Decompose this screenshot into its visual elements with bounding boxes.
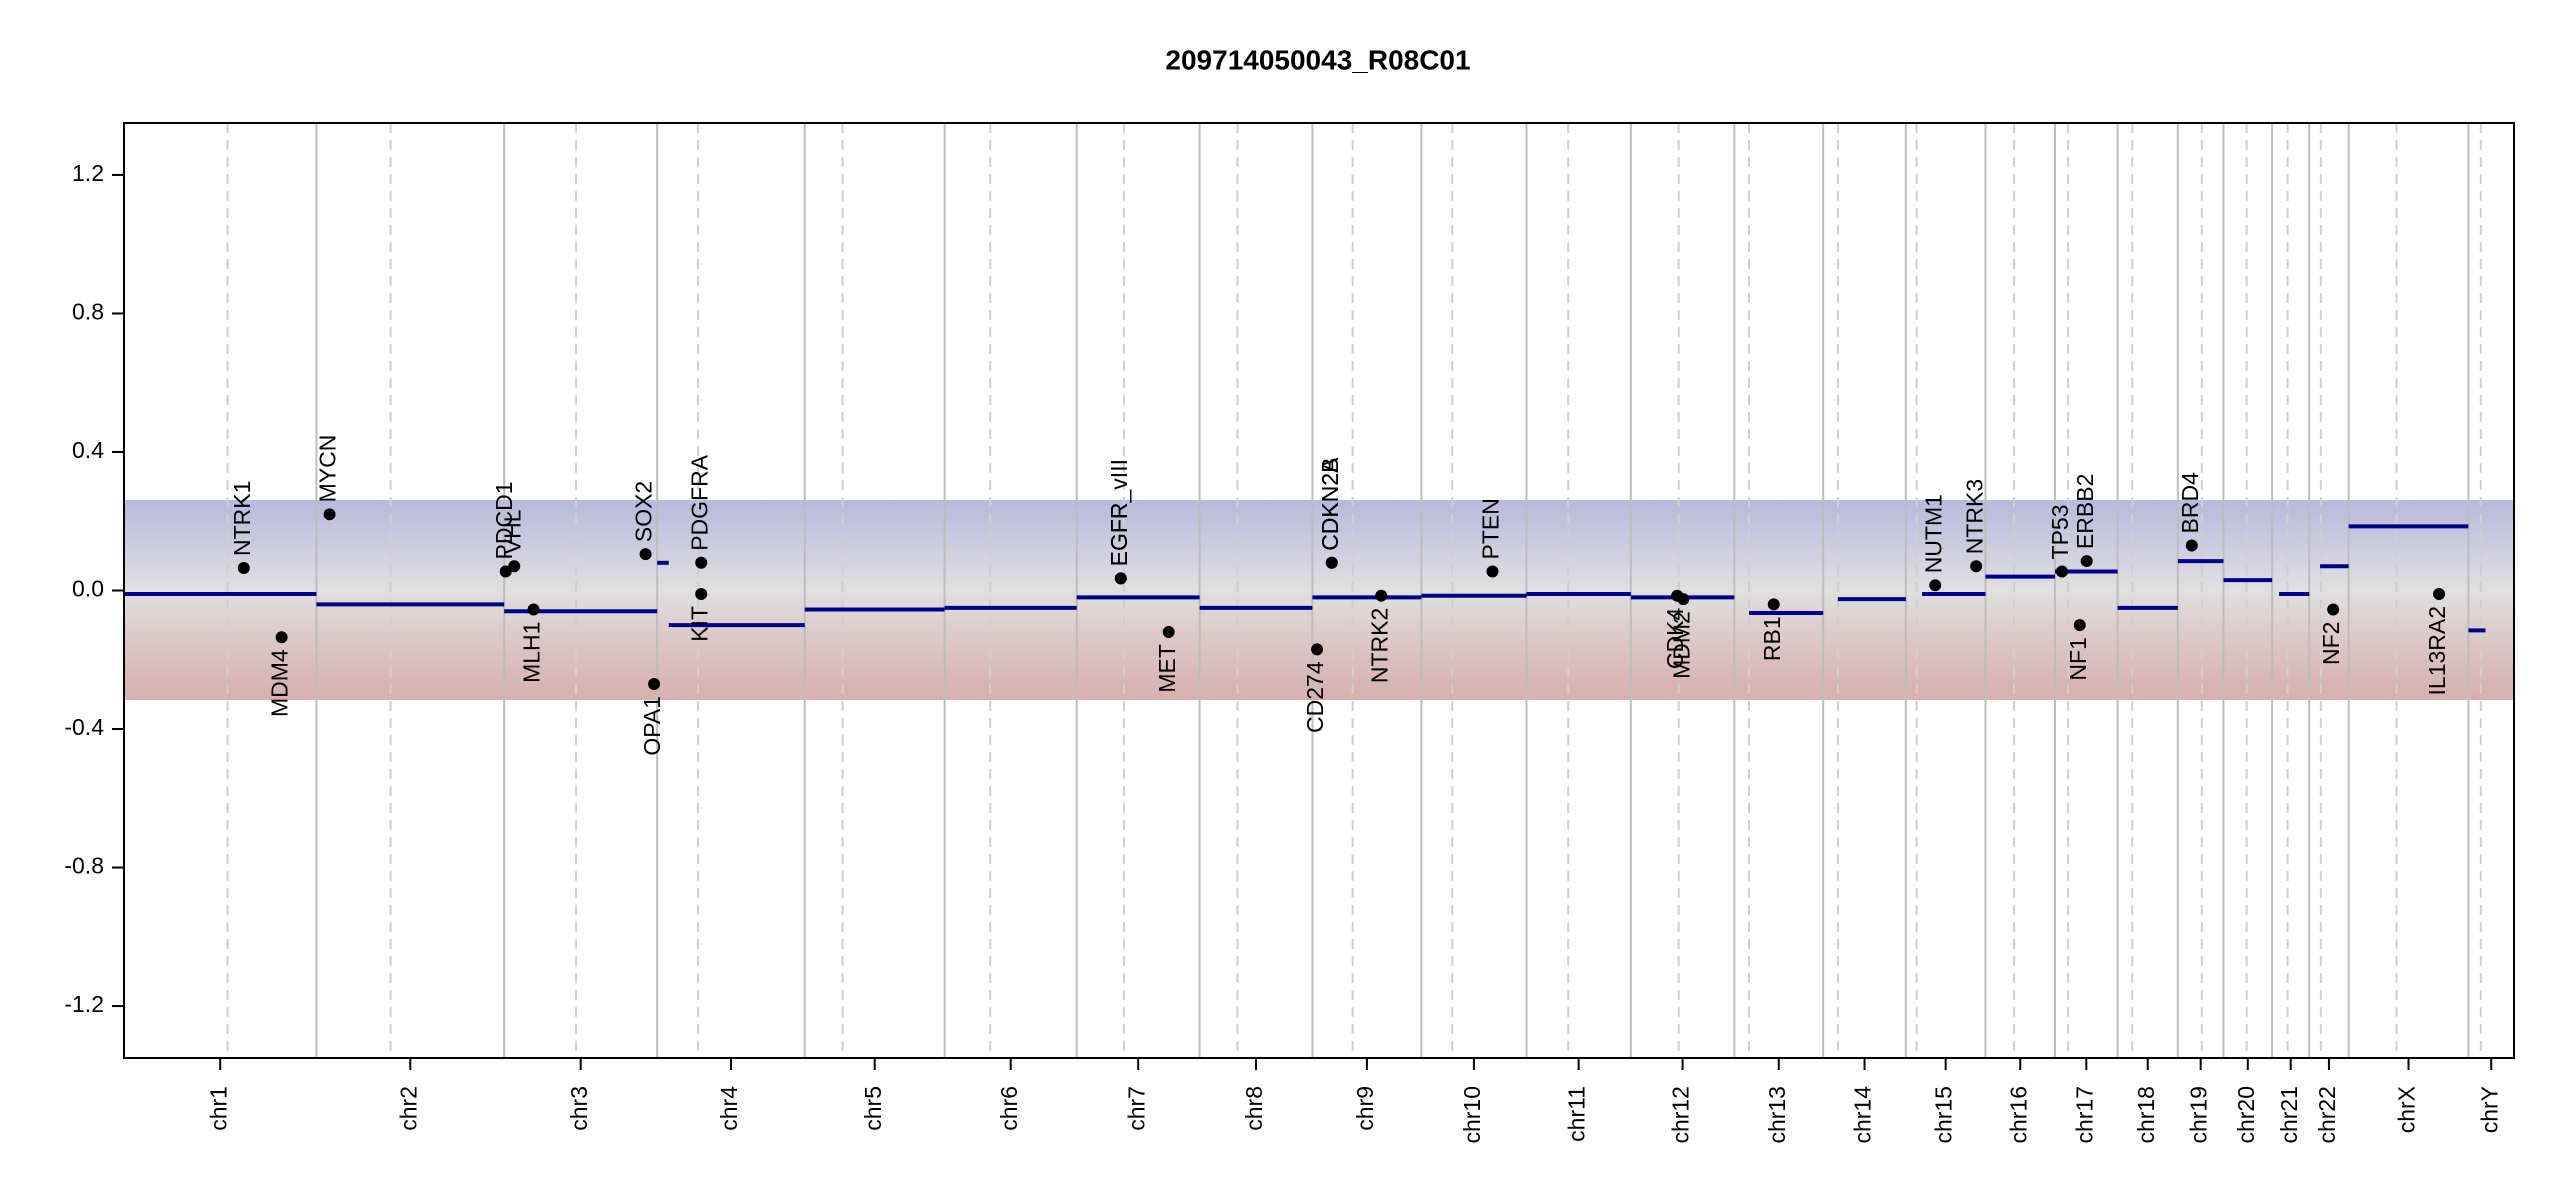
gene-label: MLH1	[519, 622, 545, 683]
gene-label: CDKN2A	[1317, 457, 1343, 551]
x-tick-label: chr18	[2133, 1086, 2159, 1144]
gene-point	[1970, 560, 1983, 573]
y-tick-label: -1.2	[64, 991, 104, 1017]
gene-point	[1375, 589, 1388, 602]
gene-label: NF2	[2318, 622, 2344, 665]
y-tick-label: 0.4	[72, 437, 104, 463]
gene-label: KIT	[686, 606, 712, 642]
y-tick-label: -0.8	[64, 853, 104, 879]
x-tick-label: chr8	[1241, 1086, 1267, 1131]
density-band	[124, 500, 2514, 700]
gene-point	[695, 556, 708, 569]
gene-label: BRD4	[2177, 472, 2203, 534]
gene-label: IL13RA2	[2424, 606, 2450, 696]
gene-point	[1114, 572, 1127, 585]
gene-point	[2185, 539, 2198, 552]
x-tick-label: chr20	[2233, 1086, 2259, 1144]
gene-label: PTEN	[1478, 498, 1504, 559]
gene-point	[695, 587, 708, 600]
gene-label: VHL	[499, 509, 525, 554]
gene-point	[1486, 565, 1499, 578]
gene-label: OPA1	[639, 696, 665, 756]
gene-label: NF1	[2065, 637, 2091, 680]
x-tick-label: chr19	[2186, 1086, 2212, 1144]
gene-point	[508, 560, 521, 573]
y-tick-label: 0.8	[72, 299, 104, 325]
x-tick-label: chr16	[2005, 1086, 2031, 1144]
gene-point	[2433, 587, 2446, 600]
x-tick-label: chr4	[716, 1086, 742, 1131]
gene-label: CD274	[1302, 661, 1328, 733]
y-tick-label: -0.4	[64, 714, 104, 740]
gene-point	[2327, 603, 2340, 616]
gene-label: MDM4	[267, 649, 293, 717]
gene-label: ERBB2	[2072, 474, 2098, 549]
gene-point	[639, 548, 652, 561]
x-tick-label: chr1	[205, 1086, 231, 1131]
gene-label: EGFR_vIII	[1106, 459, 1132, 566]
gene-label: MDM2	[1668, 611, 1694, 679]
gene-point	[1162, 626, 1175, 639]
x-tick-label: chr10	[1459, 1086, 1485, 1144]
gene-point	[2055, 565, 2068, 578]
gene-point	[1767, 598, 1780, 611]
gene-point	[1677, 593, 1690, 606]
gene-point	[527, 603, 540, 616]
gene-point	[275, 631, 288, 644]
gene-label: MET	[1154, 644, 1180, 693]
gene-label: TP53	[2047, 504, 2073, 559]
y-tick-label: 1.2	[72, 160, 104, 186]
x-tick-label: chr2	[395, 1086, 421, 1131]
gene-label: NUTM1	[1920, 494, 1946, 573]
y-tick-label: 0.0	[72, 576, 104, 602]
x-tick-label: chr21	[2276, 1086, 2302, 1144]
gene-label: CDK4	[1662, 607, 1688, 669]
x-tick-label: chr6	[996, 1086, 1022, 1131]
x-tick-label: chr9	[1352, 1086, 1378, 1131]
chart-title: 209714050043_R08C01	[1165, 44, 1470, 75]
x-tick-label: chrX	[2394, 1086, 2420, 1133]
gene-label: NTRK2	[1366, 608, 1392, 683]
gene-point	[2073, 619, 2086, 632]
x-tick-label: chr22	[2314, 1086, 2340, 1144]
gene-label: PDGFRA	[686, 454, 712, 551]
x-tick-label: chr5	[860, 1086, 886, 1131]
x-tick-label: chr15	[1931, 1086, 1957, 1144]
x-tick-label: chr12	[1668, 1086, 1694, 1144]
gene-point	[1929, 579, 1942, 592]
x-tick-label: chr17	[2071, 1086, 2097, 1144]
gene-label: MYCN	[315, 435, 341, 503]
x-tick-label: chrY	[2476, 1086, 2502, 1133]
gene-label: EGFR	[1106, 502, 1132, 566]
gene-point	[237, 561, 250, 574]
gene-label: RB1	[1759, 616, 1785, 661]
gene-label: SOX2	[631, 481, 657, 542]
gene-label: NTRK1	[229, 481, 255, 556]
gene-label: CDKN2B	[1317, 457, 1343, 550]
gene-label: PDCD1	[491, 481, 517, 559]
gene-label: NTRK3	[1961, 479, 1987, 554]
gene-point	[323, 508, 336, 521]
x-tick-label: chr14	[1850, 1086, 1876, 1144]
gene-point	[1311, 643, 1324, 656]
plot-frame	[123, 122, 2515, 1059]
x-tick-label: chr11	[1564, 1086, 1590, 1142]
gene-point	[648, 678, 661, 690]
gene-point	[2080, 555, 2093, 568]
x-tick-label: chr3	[566, 1086, 592, 1131]
gene-point	[1325, 556, 1338, 569]
x-tick-label: chr13	[1764, 1086, 1790, 1144]
x-tick-label: chr7	[1123, 1086, 1149, 1131]
